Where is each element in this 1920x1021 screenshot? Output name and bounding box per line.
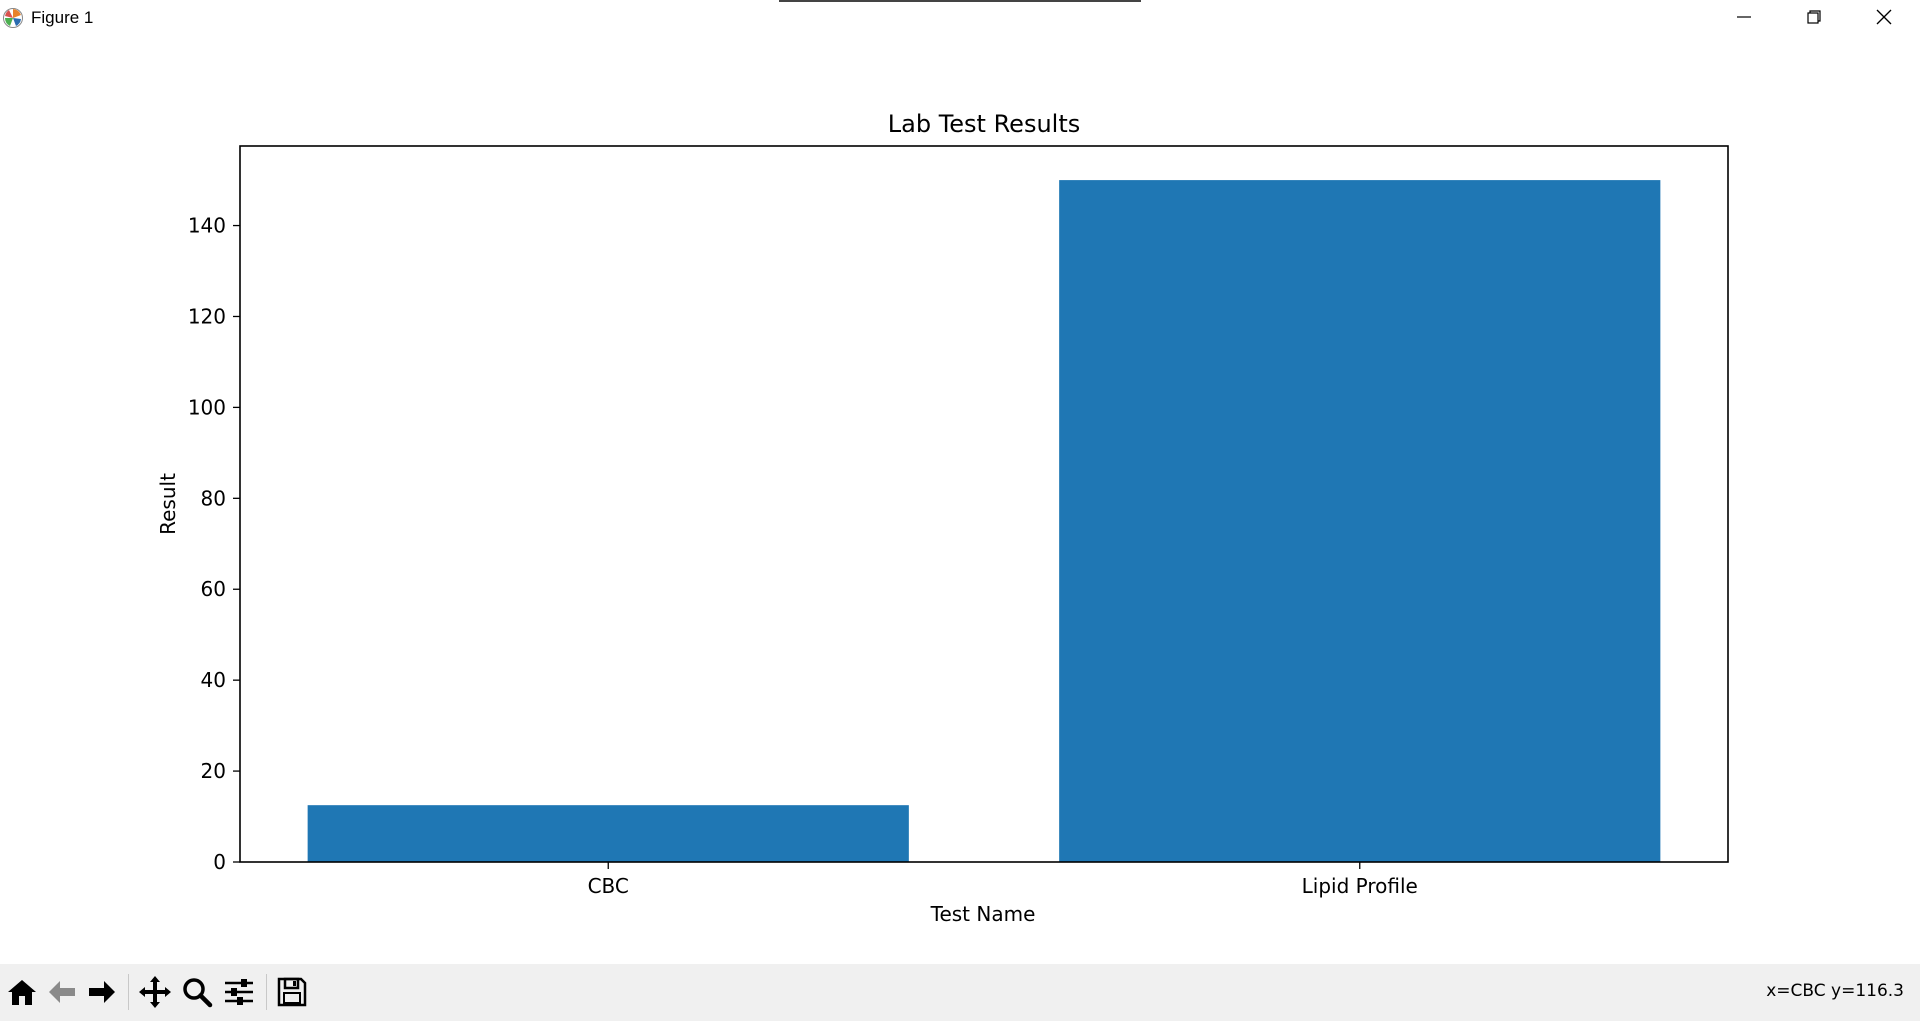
- forward-button[interactable]: [82, 972, 122, 1012]
- minimize-icon: [1737, 16, 1751, 18]
- bar-lipid-profile: [1059, 180, 1661, 863]
- title-bar: Figure 1: [0, 0, 1920, 36]
- y-tick-label: 80: [201, 486, 226, 510]
- configure-subplots-icon: [225, 979, 253, 1005]
- pan-icon: [139, 976, 171, 1008]
- home-button[interactable]: [2, 972, 42, 1012]
- figure-canvas[interactable]: Lab Test Results 0 20 40 60 80 100 120 140 CBC L…: [0, 36, 1920, 964]
- chart-title: Lab Test Results: [888, 110, 1081, 138]
- toolbar-separator: [128, 974, 129, 1010]
- maximize-button[interactable]: [1779, 0, 1849, 34]
- bar-cbc: [307, 805, 909, 862]
- save-icon: [277, 977, 307, 1007]
- y-tick-label: 100: [188, 395, 226, 419]
- pan-button[interactable]: [135, 972, 175, 1012]
- axes-frame: [239, 145, 1729, 863]
- x-tick-label: CBC: [588, 874, 629, 898]
- y-tick-label: 20: [201, 759, 226, 783]
- title-accent-line: [779, 0, 1141, 2]
- configure-subplots-button[interactable]: [219, 972, 259, 1012]
- matplotlib-icon: [3, 8, 23, 28]
- zoom-icon: [183, 978, 213, 1008]
- bar-chart: Lab Test Results 0 20 40 60 80 100 120 140 CBC L…: [156, 110, 1729, 926]
- y-axis-label: Result: [156, 473, 180, 535]
- zoom-button[interactable]: [177, 972, 217, 1012]
- forward-icon: [89, 981, 115, 1003]
- y-tick-label: 120: [188, 304, 226, 328]
- close-icon: [1876, 9, 1892, 25]
- y-tick-label: 0: [213, 850, 226, 874]
- back-button[interactable]: [42, 972, 82, 1012]
- minimize-button[interactable]: [1709, 0, 1779, 34]
- y-tick-label: 140: [188, 214, 226, 238]
- y-tick-label: 40: [201, 668, 226, 692]
- x-tick-label: Lipid Profile: [1302, 874, 1418, 898]
- restore-icon: [1807, 10, 1821, 24]
- toolbar-separator: [266, 974, 267, 1010]
- x-axis-label: Test Name: [930, 902, 1036, 926]
- home-icon: [8, 980, 36, 1005]
- back-icon: [49, 981, 75, 1003]
- cursor-coordinates: x=CBC y=116.3: [1766, 981, 1904, 1001]
- close-button[interactable]: [1849, 0, 1919, 34]
- save-button[interactable]: [272, 972, 312, 1012]
- y-tick-label: 60: [201, 577, 226, 601]
- window-title: Figure 1: [31, 8, 94, 27]
- navigation-toolbar: x=CBC y=116.3: [0, 964, 1920, 1021]
